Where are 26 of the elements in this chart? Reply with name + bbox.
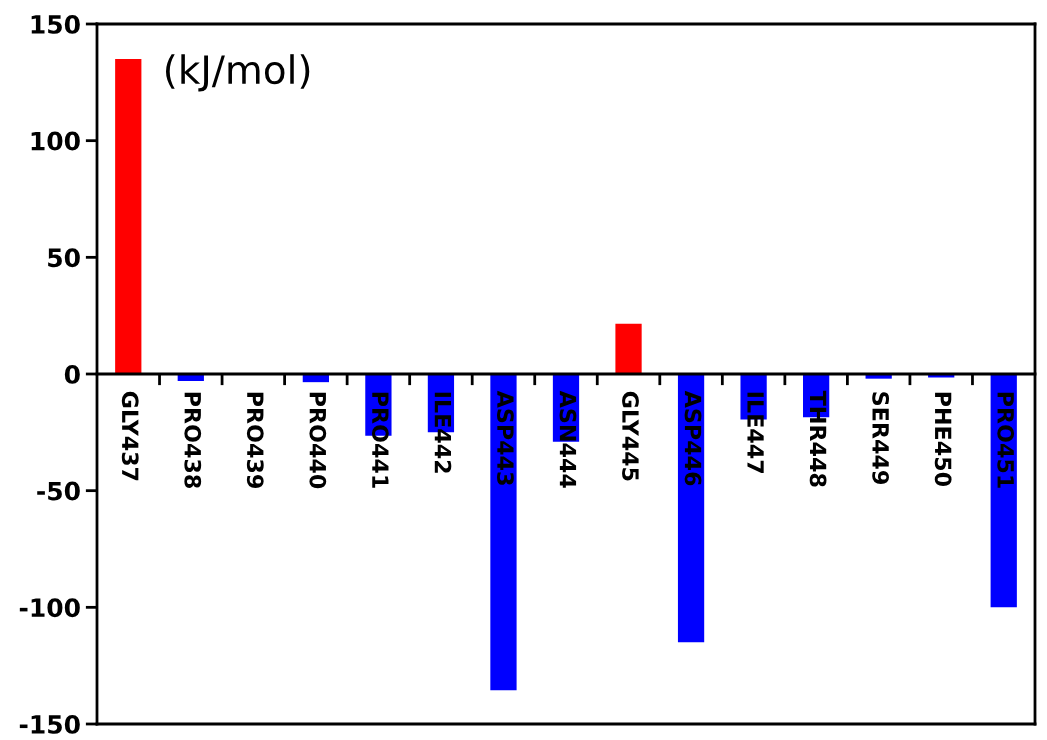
y-tick-label: -50 <box>37 481 80 501</box>
x-tick-label: PHE450 <box>934 392 952 487</box>
bar <box>615 323 642 374</box>
x-tick-label: PRO438 <box>184 392 202 488</box>
x-tick-label: ILE447 <box>747 392 764 473</box>
x-tick-label: ILE442 <box>434 392 452 473</box>
x-tick-label: ASN444 <box>559 390 577 488</box>
bar <box>115 59 142 374</box>
x-tick-label: ASP443 <box>497 390 514 485</box>
x-tick-label: PRO451 <box>997 392 1015 488</box>
y-tick-label: 50 <box>48 248 80 268</box>
y-tick-label: 0 <box>64 364 80 384</box>
y-tick-label: 150 <box>31 14 80 34</box>
x-tick-label: PRO441 <box>371 392 389 488</box>
y-tick-label: 100 <box>31 131 80 151</box>
x-tick-label: PRO440 <box>309 392 327 489</box>
y-tick-label: -100 <box>19 598 80 618</box>
x-tick-label: SER449 <box>872 392 890 484</box>
y-tick-label: -150 <box>19 714 80 734</box>
x-tick-label: PRO439 <box>246 392 264 488</box>
x-tick-label: ASP446 <box>684 390 702 486</box>
bar <box>490 374 517 691</box>
x-tick-label: GLY445 <box>622 391 639 481</box>
x-tick-label: THR448 <box>809 390 827 487</box>
x-tick-label: GLY437 <box>121 391 139 481</box>
annotation: (kJ/mol) <box>166 54 310 92</box>
